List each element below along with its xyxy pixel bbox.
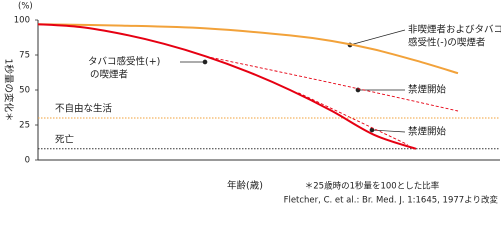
leaders — [180, 29, 406, 133]
unit-label: (%) — [18, 2, 33, 12]
y-tick-label: 100 — [14, 16, 30, 26]
annotation: の喫煙者 — [90, 69, 128, 81]
y-tick-label: 25 — [19, 121, 30, 131]
annotation: 非喫煙者およびタバコ — [408, 24, 501, 36]
annotation: タバコ感受性(+) — [88, 56, 160, 68]
y-axis-label: 1秒量の変化＊ — [3, 58, 15, 121]
annotation: 感受性(-)の喫煙者 — [408, 37, 485, 49]
line-series — [205, 55, 459, 112]
reference-label: 死亡 — [55, 133, 74, 145]
y-tick-label: 50 — [19, 86, 30, 96]
line-series — [37, 23, 417, 150]
annotation: 禁煙開始 — [408, 84, 447, 96]
annotation: 禁煙開始 — [408, 126, 447, 138]
y-tick-label: 75 — [19, 51, 30, 61]
chart: (%) 1秒量の変化＊ 年齢(歳) ＊25歳時の1秒量を100とした比率 Fle… — [3, 2, 501, 206]
source: Fletcher, C. et al.: Br. Med. J. 1:1645,… — [284, 195, 499, 206]
y-tick-label: 0 — [25, 156, 30, 166]
line-series — [298, 92, 408, 146]
reference-label: 不自由な生活 — [55, 103, 113, 115]
line-series — [37, 23, 459, 75]
x-axis-label: 年齢(歳) — [227, 180, 263, 192]
footnote: ＊25歳時の1秒量を100とした比率 — [305, 181, 440, 192]
